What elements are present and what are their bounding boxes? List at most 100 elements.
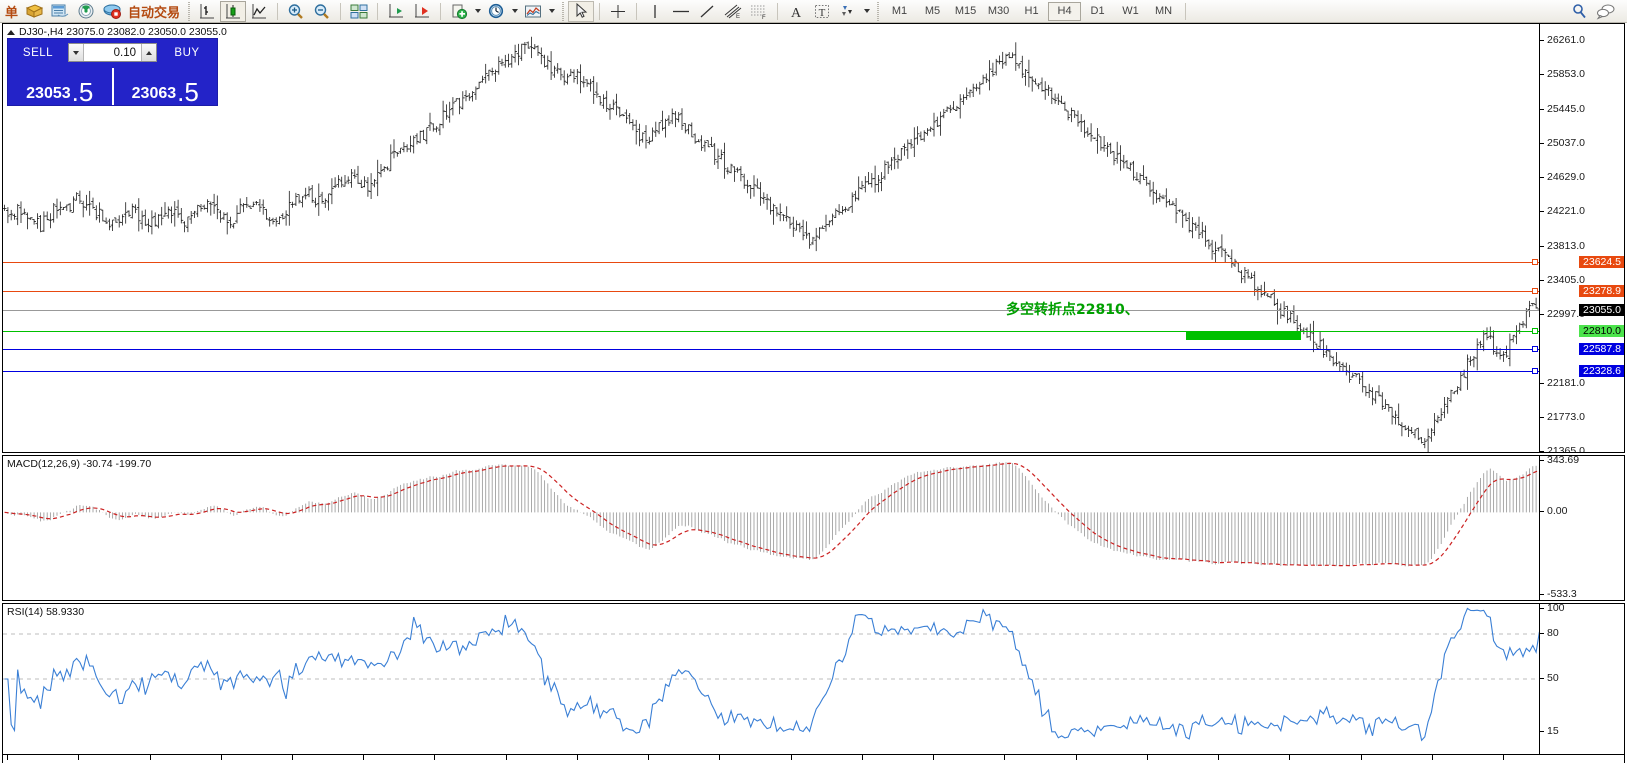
timeframe-w1[interactable]: W1: [1122, 5, 1139, 17]
chat-icon[interactable]: [1593, 1, 1619, 22]
timeframe-m15[interactable]: M15: [954, 5, 977, 17]
level-tag-resistance-1[interactable]: 23624.5: [1579, 256, 1624, 269]
level-handle-support-1[interactable]: [1532, 346, 1538, 353]
timeframe-m5[interactable]: M5: [924, 5, 941, 17]
indicators-dropdown-arrow-icon[interactable]: [546, 1, 557, 22]
text-label-icon[interactable]: T: [809, 1, 835, 22]
timeframe-h4[interactable]: H4: [1048, 1, 1082, 21]
search-icon[interactable]: [1567, 1, 1593, 22]
trendline-icon[interactable]: [694, 1, 720, 22]
strategy-tester-icon[interactable]: [99, 1, 125, 22]
equidistant-channel-icon[interactable]: E: [720, 1, 746, 22]
timeframe-m30[interactable]: M30: [987, 5, 1010, 17]
zoom-in-icon[interactable]: [283, 1, 309, 22]
price-axis[interactable]: 26261.0 25853.0 25445.0 25037.0 24629.0 24221…: [1539, 24, 1624, 452]
macd-plot-region[interactable]: [3, 456, 1539, 600]
timeframe-mn[interactable]: MN: [1154, 5, 1173, 17]
time-axis-tick: [1218, 755, 1219, 760]
text-icon[interactable]: A: [783, 1, 809, 22]
tile-windows-icon[interactable]: [346, 1, 372, 22]
svg-text:A: A: [791, 6, 802, 20]
time-axis-tick: [505, 755, 507, 760]
line-chart-icon[interactable]: [246, 1, 272, 22]
zoom-out-icon[interactable]: [309, 1, 335, 22]
toolbar-divider-3: [377, 2, 379, 20]
period-dropdown-arrow-icon[interactable]: [509, 1, 520, 22]
time-axis-tick: [78, 755, 80, 760]
fibonacci-retracement-icon[interactable]: F: [746, 1, 772, 22]
data-window-icon[interactable]: [47, 1, 73, 22]
chart-annotation-text: 多空转折点22810、: [1006, 302, 1139, 318]
navigator-icon[interactable]: [73, 1, 99, 22]
toolbar-separator: [185, 1, 193, 21]
level-handle-pivot-level[interactable]: [1532, 327, 1538, 334]
toolbar-left-label[interactable]: 单: [5, 5, 19, 21]
sell-price[interactable]: 23053.5: [8, 66, 112, 105]
level-line-resistance-2[interactable]: [3, 291, 1539, 293]
horizontal-line-icon[interactable]: [668, 1, 694, 22]
order-icon[interactable]: [21, 1, 47, 22]
collapse-triangle-icon[interactable]: [7, 29, 15, 35]
buy-button[interactable]: BUY: [174, 46, 200, 59]
toolbar-divider-2: [340, 2, 342, 20]
rsi-pane[interactable]: RSI(14) 58.9330 100 80 50 15: [2, 603, 1625, 755]
bar-chart-icon[interactable]: [194, 1, 220, 22]
toolbar-divider-8: [1185, 2, 1187, 20]
price-chart-pane[interactable]: DJ30-,H4 23075.0 23082.0 23050.0 23055.0…: [2, 23, 1625, 453]
new-object-dropdown-arrow-icon[interactable]: [472, 1, 483, 22]
candlestick-chart-icon[interactable]: [220, 0, 247, 22]
cursor-icon[interactable]: [568, 0, 595, 22]
new-object-icon[interactable]: [446, 1, 472, 22]
sell-button[interactable]: SELL: [22, 46, 54, 59]
time-axis-tick: [291, 755, 293, 760]
vertical-line-icon[interactable]: [642, 1, 668, 22]
volume-increase-button[interactable]: [141, 44, 156, 61]
level-tag-resistance-2[interactable]: 23278.9: [1579, 285, 1624, 298]
level-line-pivot-level[interactable]: [3, 330, 1539, 332]
one-click-trading-panel[interactable]: SELL 0.10 BUY 23053.5 23063.5: [7, 38, 218, 106]
level-handle-resistance-1[interactable]: [1532, 259, 1538, 266]
crosshair-icon[interactable]: [605, 1, 631, 22]
timeframe-h1[interactable]: H1: [1024, 5, 1039, 17]
time-axis-tick: [7, 755, 8, 760]
rsi-header: RSI(14) 58.9330: [7, 606, 85, 618]
rsi-axis[interactable]: 100 80 50 15: [1539, 604, 1624, 754]
price-candles: [3, 36, 1539, 452]
buy-price[interactable]: 23063.5: [114, 66, 218, 105]
level-line-resistance-1[interactable]: [3, 262, 1539, 264]
auto-scroll-icon[interactable]: [383, 1, 409, 22]
rsi-plot-region[interactable]: [3, 604, 1539, 754]
shapes-icon[interactable]: [835, 1, 861, 22]
indicators-icon[interactable]: [520, 1, 546, 22]
macd-pane[interactable]: MACD(12,26,9) -30.74 -199.70 343.69 0.00-…: [2, 455, 1625, 601]
macd-axis[interactable]: 343.69 0.00 -533.3: [1539, 456, 1624, 600]
time-axis[interactable]: 11 Oct 201815 Oct 12:0018 Oct 04:0022 Oc…: [2, 755, 1625, 763]
buy-price-fraction: .5: [177, 77, 199, 107]
pivot-highlight-band: [1186, 331, 1301, 340]
chart-shift-icon[interactable]: [409, 1, 435, 22]
timeframe-m1[interactable]: M1: [891, 5, 908, 17]
volume-value[interactable]: 0.10: [113, 46, 136, 59]
timeframe-d1[interactable]: D1: [1090, 5, 1105, 17]
level-tag-current-price[interactable]: 23055.0: [1579, 304, 1624, 317]
auto-trading-label[interactable]: 自动交易: [128, 5, 181, 21]
time-axis-tick: [1431, 755, 1433, 760]
sell-price-fraction: .5: [71, 77, 94, 107]
level-line-support-2[interactable]: [3, 371, 1539, 373]
volume-stepper[interactable]: 0.10: [68, 43, 157, 62]
level-line-support-1[interactable]: [3, 349, 1539, 351]
time-axis-tick: [149, 755, 151, 760]
shapes-dropdown-arrow-icon[interactable]: [861, 1, 872, 22]
level-tag-pivot-level[interactable]: 22810.0: [1579, 324, 1624, 337]
chart-area[interactable]: DJ30-,H4 23075.0 23082.0 23050.0 23055.0…: [0, 23, 1627, 763]
price-plot-region[interactable]: 多空转折点22810、: [3, 24, 1539, 452]
level-handle-resistance-2[interactable]: [1532, 288, 1538, 295]
time-axis-tick: [790, 755, 792, 760]
level-handle-support-2[interactable]: [1532, 368, 1538, 375]
level-tag-support-2[interactable]: 22328.6: [1579, 365, 1624, 378]
time-axis-tick: [220, 755, 222, 760]
level-tag-support-1[interactable]: 22587.8: [1579, 343, 1624, 356]
volume-decrease-button[interactable]: [69, 44, 84, 61]
level-line-current-price[interactable]: [3, 310, 1539, 312]
period-separator-icon[interactable]: [483, 1, 509, 22]
